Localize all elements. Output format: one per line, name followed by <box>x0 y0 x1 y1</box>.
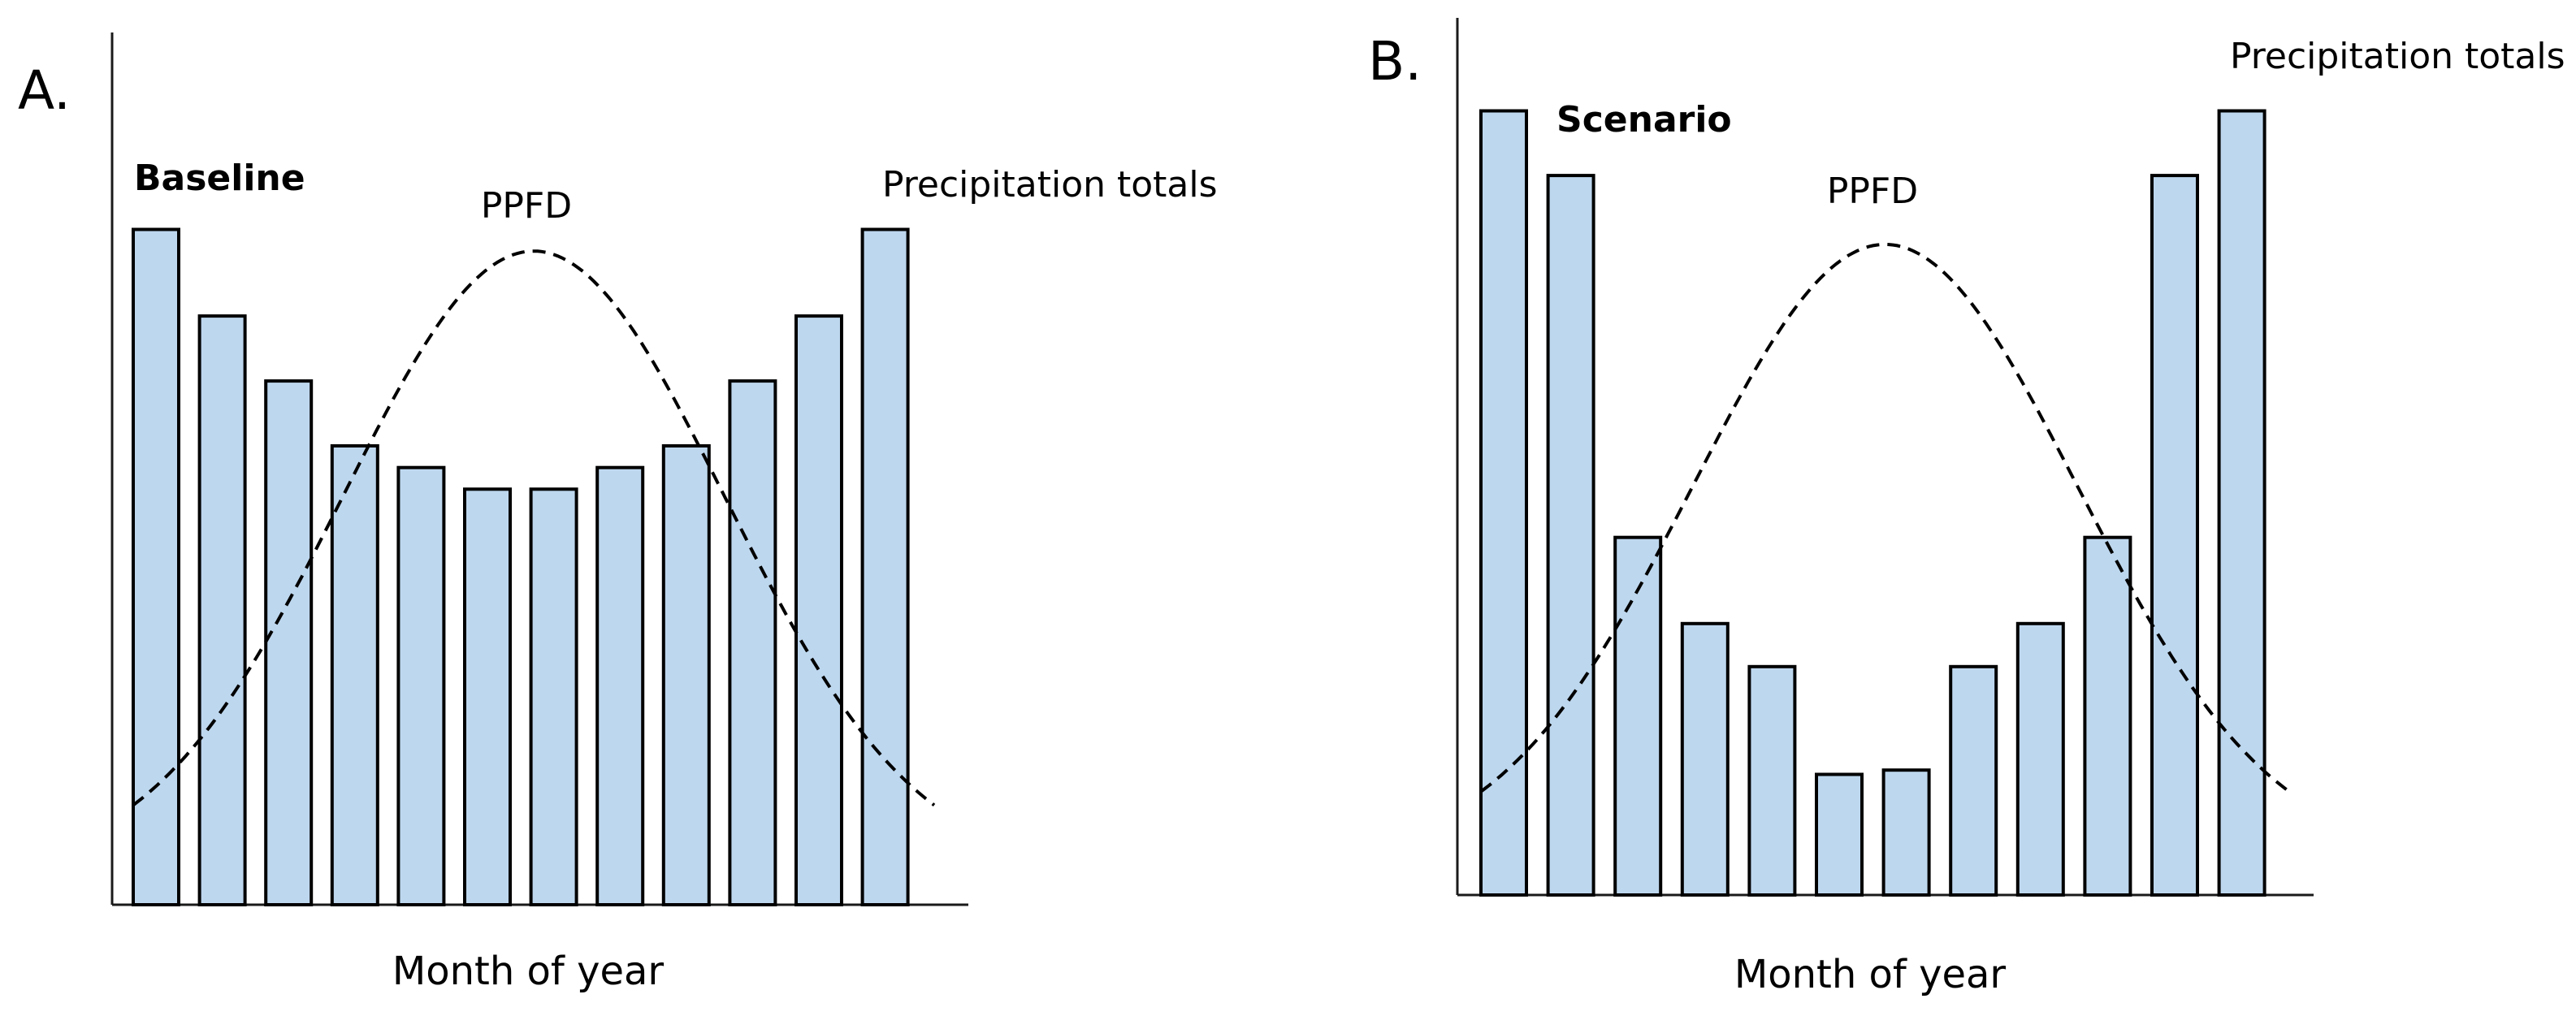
bar-a-month-11 <box>794 314 843 907</box>
bar-b-month-6 <box>1815 772 1864 897</box>
bar-a-month-2 <box>197 314 247 907</box>
bar-b-month-12 <box>2217 109 2266 897</box>
bar-b-month-11 <box>2150 174 2199 897</box>
ppfd-curve-b <box>1479 242 2291 793</box>
bar-a-month-3 <box>264 379 314 907</box>
series-label-a: Precipitation totals <box>882 164 1218 205</box>
panel-letter-a: A. <box>18 59 71 122</box>
bar-a-month-6 <box>463 487 512 906</box>
bar-group-a <box>132 227 910 907</box>
bar-b-month-1 <box>1479 109 1528 897</box>
bar-b-month-4 <box>1680 621 1730 897</box>
bar-a-month-1 <box>132 227 180 906</box>
bar-a-month-7 <box>529 487 578 906</box>
bar-a-month-9 <box>661 444 711 906</box>
bar-a-month-10 <box>728 379 777 907</box>
bar-group-b <box>1479 109 2266 897</box>
chart-panel-b: B. Scenario PPFD Precipitation totals Mo… <box>1368 18 2565 997</box>
bar-a-month-4 <box>330 444 379 906</box>
curve-label-a: PPFD <box>481 185 572 227</box>
chart-panel-a: A. Baseline PPFD Precipitation totals Mo… <box>18 32 1218 994</box>
panel-letter-b: B. <box>1368 30 1422 93</box>
bar-a-month-12 <box>860 227 910 906</box>
bar-b-month-10 <box>2083 535 2132 897</box>
bar-b-month-9 <box>2015 621 2065 897</box>
bar-b-month-2 <box>1546 174 1595 897</box>
x-axis-label-b: Month of year <box>1734 952 2007 997</box>
ppfd-curve-a <box>132 249 936 806</box>
chart-title-a: Baseline <box>134 158 305 199</box>
bar-b-month-8 <box>1949 664 1998 897</box>
bar-b-month-7 <box>1881 768 1931 897</box>
curve-label-b: PPFD <box>1827 171 1918 212</box>
x-axis-label-a: Month of year <box>392 949 665 994</box>
bar-b-month-5 <box>1747 664 1797 897</box>
series-label-b: Precipitation totals <box>2230 36 2565 77</box>
chart-title-b: Scenario <box>1556 99 1732 141</box>
bar-a-month-5 <box>396 465 446 906</box>
bar-b-month-3 <box>1613 535 1663 897</box>
bar-a-month-8 <box>595 465 645 906</box>
